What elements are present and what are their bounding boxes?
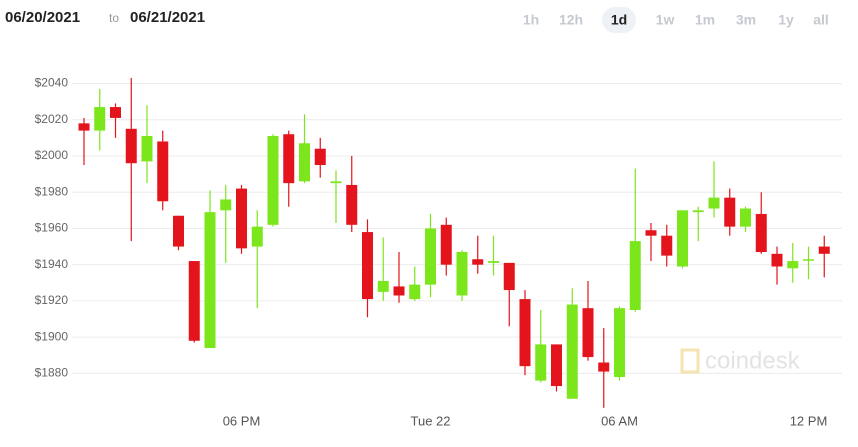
candle-body: [94, 107, 106, 131]
x-tick-label: 12 PM: [790, 413, 828, 428]
range-button[interactable]: 1y: [778, 12, 794, 28]
candle-body: [472, 259, 484, 265]
candle-body: [204, 212, 216, 349]
date-to: 06/21/2021: [130, 9, 205, 26]
candle-body: [771, 253, 783, 267]
candle-body: [598, 362, 610, 372]
date-separator: to: [109, 11, 119, 25]
candle-body: [425, 228, 436, 285]
candle-body: [267, 136, 279, 225]
y-tick-label: $2020: [35, 112, 69, 126]
candle-body: [708, 197, 720, 209]
candle-body: [299, 143, 310, 182]
candle-body: [519, 299, 531, 367]
range-button[interactable]: 1w: [656, 12, 675, 28]
y-tick-label: $1940: [35, 257, 69, 271]
candle-body: [251, 226, 263, 247]
date-from: 06/20/2021: [5, 9, 80, 26]
candle-body: [582, 308, 594, 358]
y-tick-label: $1920: [35, 293, 69, 307]
y-tick-label: $1900: [35, 329, 69, 343]
range-button[interactable]: 1m: [695, 12, 715, 28]
candle-body: [755, 213, 767, 252]
candle-body: [488, 261, 499, 263]
y-tick-label: $1960: [35, 221, 69, 235]
range-button[interactable]: 1d: [611, 12, 627, 28]
candle-body: [818, 246, 830, 254]
x-tick-label: Tue 22: [411, 413, 451, 428]
range-button[interactable]: 1h: [523, 12, 539, 28]
range-button[interactable]: 3m: [736, 12, 756, 28]
candle-body: [78, 123, 90, 131]
candle-body: [503, 262, 515, 291]
candle-body: [677, 210, 688, 267]
candle-body: [283, 134, 295, 184]
candle-body: [220, 199, 232, 211]
candle-body: [645, 230, 657, 236]
watermark: coindesk: [705, 347, 801, 374]
candle-body: [362, 232, 373, 300]
candle-body: [456, 251, 468, 296]
candle-body: [614, 308, 625, 378]
candle-body: [409, 284, 421, 300]
candle-body: [661, 235, 673, 256]
candle-body: [803, 259, 814, 261]
candle-body: [330, 181, 342, 184]
candle-body: [787, 261, 799, 269]
candle-body: [551, 344, 562, 387]
y-tick-label: $2000: [35, 148, 69, 162]
candle-body: [173, 215, 184, 247]
candle-body: [535, 344, 547, 381]
range-button[interactable]: all: [813, 12, 829, 28]
candle-body: [236, 188, 247, 249]
y-tick-label: $2040: [35, 76, 69, 90]
candle-body: [188, 261, 200, 341]
candle-body: [566, 304, 578, 399]
watermark-logo: [680, 348, 700, 374]
candle-body: [692, 210, 704, 213]
candle-body: [314, 148, 326, 166]
candle-body: [629, 241, 641, 310]
candle-body: [157, 141, 169, 202]
x-tick-label: 06 PM: [223, 413, 261, 428]
candle-body: [110, 107, 121, 118]
watermark-icon: [680, 348, 700, 374]
range-button[interactable]: 12h: [559, 12, 583, 28]
candle-body: [377, 280, 389, 292]
y-tick-label: $1880: [35, 366, 69, 380]
candle-body: [724, 197, 736, 227]
candle-body: [141, 136, 153, 162]
candle-body: [740, 208, 751, 227]
x-tick-label: 06 AM: [601, 413, 638, 428]
range-selected-bg: [602, 7, 636, 33]
y-tick-label: $1980: [35, 184, 69, 198]
candle-body: [346, 184, 358, 225]
candle-body: [440, 224, 452, 265]
candle-body: [125, 128, 137, 164]
candle-body: [393, 286, 405, 296]
